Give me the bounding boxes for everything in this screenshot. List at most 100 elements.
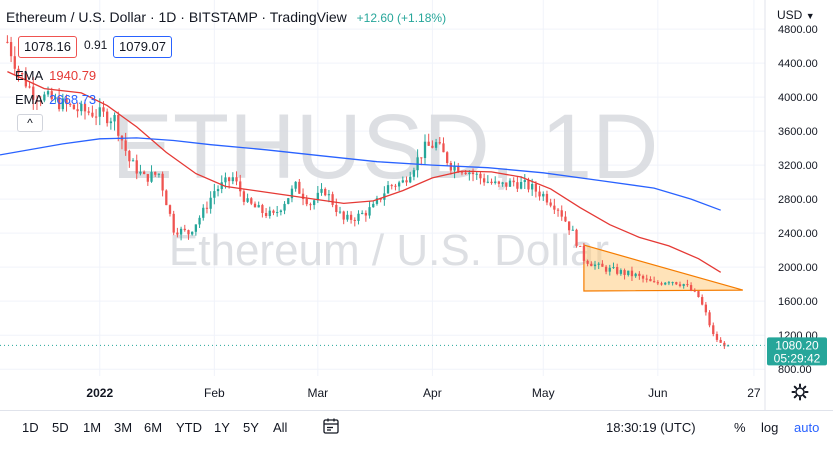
candle-body [65,98,68,105]
percent-toggle[interactable]: % [734,420,746,435]
candle-body [209,197,212,209]
candle-body [375,198,379,204]
candle-body [102,107,105,112]
price-tick-label: 2400.00 [778,228,818,240]
candle-body [372,203,375,208]
sell-price-button[interactable]: 1078.16 [18,36,77,58]
time-tick-label: Apr [423,386,442,400]
candle-body [723,342,726,347]
candle-body [87,111,90,113]
time-tick-label: May [532,386,555,400]
time-axis[interactable]: 2022 Feb Mar Apr May Jun 27 [86,386,760,400]
currency-selector[interactable]: USD ▼ [777,8,815,22]
candle-body [390,185,393,187]
candle-body [531,183,534,190]
log-toggle[interactable]: log [761,420,779,435]
candle-body [131,160,135,162]
range-1y[interactable]: 1Y [214,420,230,435]
currency-label: USD [777,8,803,22]
candle-body [423,141,427,159]
ema-slow-line [0,137,721,211]
candle-body [545,193,549,203]
candle-body [564,216,567,222]
candle-body [320,188,323,193]
candle-body [697,291,700,298]
candle-body [719,339,722,343]
range-all[interactable]: All [273,420,288,435]
candle-body [542,193,545,197]
candle-body [194,224,198,232]
watermark-symbol: ETHUSD, 1D [112,96,659,198]
candle-body [364,212,368,216]
candle-body [693,290,696,292]
candle-body [627,270,630,275]
candle-body [6,41,9,43]
candle-body [294,181,297,189]
candle-body [671,282,674,284]
symbol-title[interactable]: Ethereum / U.S. Dollar · 1D · BITSTAMP ·… [6,9,347,25]
range-5d[interactable]: 5D [52,420,69,435]
candle-body [516,182,519,189]
range-1m[interactable]: 1M [83,420,102,435]
candle-body [98,107,101,117]
candle-body [324,188,327,196]
candle-body [157,173,161,175]
candle-body [434,142,438,148]
candle-body [135,160,138,174]
candle-body [287,198,290,204]
candle-body [582,245,586,261]
candle-body [183,228,186,231]
price-axis[interactable]: 4800.00 4400.00 4000.00 3600.00 3200.00 2800.… [778,24,818,376]
candle-body [409,176,412,183]
candle-body [250,198,253,204]
candle-body [39,100,42,102]
candle-body [13,56,16,69]
range-6m[interactable]: 6M [144,420,163,435]
range-1d[interactable]: 1D [22,420,39,435]
candle-body [556,209,560,211]
candle-body [76,109,79,112]
candle-body [427,141,430,146]
candle-body [205,207,209,209]
range-ytd[interactable]: YTD [176,420,202,435]
drawings[interactable] [583,244,743,292]
candle-body [597,263,600,265]
price-tick-label: 4800.00 [778,24,818,36]
candle-body [527,180,530,190]
candle-body [612,267,615,269]
triangle-pattern-drawing[interactable] [583,244,743,292]
calendar-icon[interactable] [322,417,340,435]
candle-body [512,180,515,183]
candle-body [335,204,338,213]
candle-body [331,194,334,205]
legend-ema-slow[interactable]: EMA 2668.73 [15,92,96,107]
candle-body [349,214,353,220]
candle-body [446,152,449,164]
symbol-header[interactable]: Ethereum / U.S. Dollar · 1D · BITSTAMP ·… [6,9,446,25]
candle-body [505,182,508,187]
auto-toggle[interactable]: auto [794,420,820,435]
range-5y[interactable]: 5Y [243,420,259,435]
candle-body [117,114,120,136]
legend-collapse-button[interactable]: ^ [17,114,43,132]
range-3m[interactable]: 3M [114,420,133,435]
utc-clock[interactable]: 18:30:19 (UTC) [606,420,696,435]
candle-body [106,111,109,124]
candle-body [21,73,24,75]
candle-body [449,163,453,171]
candle-body [257,205,260,208]
candle-body [72,104,76,110]
legend-ema-fast[interactable]: EMA 1940.79 [15,68,96,83]
candle-body [468,172,471,175]
buy-price-button[interactable]: 1079.07 [113,36,172,58]
candle-body [272,210,275,213]
gear-icon[interactable] [791,383,809,401]
candle-body [168,205,172,214]
candle-body [630,270,634,277]
price-tick-label: 800.00 [778,364,812,376]
candle-body [176,232,179,235]
candle-body [686,284,689,286]
candle-body [80,103,83,112]
